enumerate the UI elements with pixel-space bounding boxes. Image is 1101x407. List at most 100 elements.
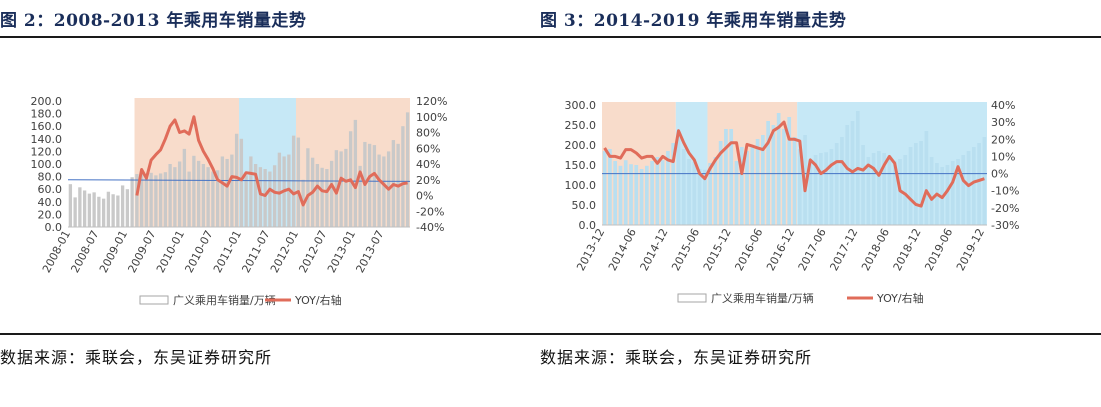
right-tick-label: 30% — [991, 116, 1015, 129]
left-tick-label: 0.0 — [579, 219, 597, 232]
sales-bar — [903, 155, 908, 225]
figure-3-panel: 图 3：2014-2019 年乘用车销量走势 0.0 50.0 100.0 150.0… — [540, 0, 1101, 407]
sales-bar — [315, 164, 320, 227]
right-tick-label: -40% — [416, 221, 444, 234]
legend-bar-label: 广义乘用车销量/万辆 — [173, 293, 276, 307]
sales-bar — [329, 160, 334, 227]
right-tick-label: 0% — [416, 190, 433, 203]
left-tick-label: 150.0 — [565, 159, 597, 172]
sales-bar — [296, 137, 301, 227]
right-tick-label: 80% — [416, 127, 440, 140]
sales-bar — [377, 154, 381, 227]
sales-bar — [861, 145, 865, 225]
sales-bar — [660, 160, 665, 225]
shaded-period — [296, 98, 410, 227]
sales-bar — [692, 161, 697, 225]
sales-bar — [877, 151, 881, 225]
sales-bar — [230, 154, 234, 227]
sales-bar — [97, 196, 101, 227]
sales-bar — [913, 143, 918, 225]
sales-bar — [681, 149, 686, 225]
sales-bar — [253, 164, 258, 227]
x-tick-label: 2018-06 — [859, 226, 892, 273]
left-tick-label: 0.0 — [45, 221, 63, 234]
source-rule — [540, 333, 1101, 335]
sales-bar — [173, 167, 177, 227]
sales-bar — [68, 184, 73, 227]
sales-bar — [745, 151, 749, 225]
legend-line-label: YOY/右轴 — [876, 291, 924, 305]
right-tick-label: 20% — [991, 133, 1015, 146]
left-tick-label: 300.0 — [565, 99, 597, 112]
x-tick-label: 2019-06 — [922, 226, 955, 273]
sales-bar — [263, 169, 267, 227]
sales-bar — [382, 156, 386, 227]
left-tick-label: 200.0 — [565, 139, 597, 152]
sales-bar — [708, 163, 712, 225]
sales-bar — [771, 125, 776, 225]
sales-bar — [671, 143, 676, 225]
sales-bar — [135, 174, 139, 227]
sales-bar — [739, 147, 744, 225]
sales-bar — [687, 159, 691, 225]
left-tick-label: 250.0 — [565, 119, 597, 132]
sales-bar — [845, 125, 850, 225]
sales-bar — [824, 152, 828, 225]
sales-bar — [125, 189, 130, 227]
sales-bar — [111, 194, 115, 227]
sales-bar — [840, 137, 844, 225]
sales-bar — [676, 133, 681, 225]
sales-bar — [702, 169, 707, 225]
sales-bar — [358, 165, 362, 227]
sales-bar — [761, 135, 765, 225]
x-tick-label: 2018-12 — [891, 226, 924, 273]
x-tick-label: 2013-07 — [353, 228, 386, 275]
sales-bar — [73, 197, 77, 227]
sales-bar — [882, 153, 887, 225]
sales-bar — [623, 160, 628, 225]
right-tick-label: 10% — [991, 150, 1015, 163]
sales-bar — [697, 169, 702, 225]
sales-bar — [787, 117, 792, 225]
right-tick-label: 0% — [991, 168, 1008, 181]
sales-bar — [306, 148, 310, 227]
sales-bar — [116, 195, 120, 227]
legend-bar-swatch — [139, 295, 169, 305]
sales-bar — [130, 177, 134, 227]
sales-bar — [866, 157, 871, 225]
sales-bar — [82, 190, 87, 227]
right-tick-label: -20% — [416, 205, 444, 218]
sales-bar — [192, 155, 196, 227]
title-rule — [540, 36, 1101, 38]
sales-bar — [956, 159, 960, 225]
sales-chart-2014-2019: 0.0 50.0 100.0 150.0 200.0 250.0 300.0 -30% -20%… — [565, 99, 1020, 305]
shaded-period — [797, 102, 987, 225]
sales-bar — [272, 165, 277, 227]
sales-bar — [655, 157, 660, 225]
legend-line-label: YOY/右轴 — [294, 293, 342, 307]
sales-bar — [339, 151, 343, 227]
sales-bar — [718, 141, 723, 225]
sales-bar — [813, 155, 818, 225]
sales-chart-2008-2013: 0.020.040.060.080.0100.0120.0140.0160.01… — [31, 95, 448, 307]
sales-bar — [367, 143, 372, 227]
shaded-period — [602, 102, 676, 225]
sales-bar — [239, 138, 244, 227]
sales-bar — [168, 164, 172, 227]
sales-bar — [808, 161, 813, 225]
sales-bar — [618, 165, 623, 225]
x-tick-label: 2017-12 — [827, 226, 860, 273]
sales-bar — [766, 121, 770, 225]
sales-bar — [924, 131, 929, 225]
sales-bar — [149, 172, 153, 227]
sales-bar — [819, 153, 823, 225]
sales-bar — [729, 129, 734, 225]
sales-bar — [215, 170, 220, 227]
sales-bar — [258, 167, 263, 227]
sales-bar — [196, 160, 201, 227]
shaded-period — [239, 98, 296, 227]
sales-bar — [797, 149, 802, 225]
right-tick-label: 40% — [416, 158, 440, 171]
sales-bar — [871, 153, 876, 225]
x-tick-label: 2019-12 — [954, 226, 987, 273]
